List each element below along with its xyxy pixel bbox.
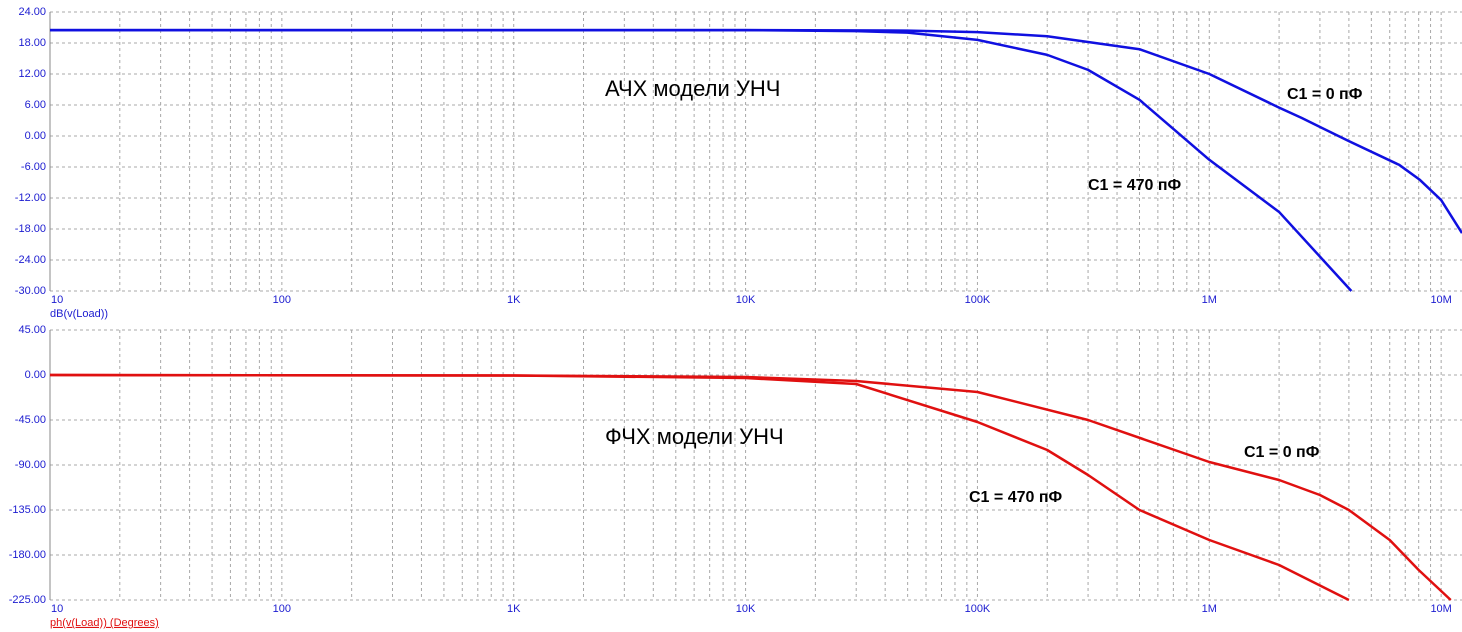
- series-line: [50, 28, 1462, 234]
- x-tick-label: 10: [51, 294, 63, 306]
- series-label: C1 = 0 пФ: [1287, 86, 1363, 103]
- chart-title: ФЧХ модели УНЧ: [605, 424, 784, 449]
- x-tick-label: 100: [273, 603, 291, 615]
- series-label: C1 = 470 пФ: [1088, 177, 1181, 194]
- y-tick-label: -6.00: [21, 161, 46, 173]
- series-label: C1 = 470 пФ: [969, 489, 1062, 506]
- x-tick-label: 100K: [965, 294, 991, 306]
- y-tick-label: 24.00: [18, 6, 46, 18]
- series-line: [50, 28, 1353, 292]
- y-tick-label: -90.00: [15, 459, 46, 471]
- y-tick-label: 12.00: [18, 68, 46, 80]
- series-label: C1 = 0 пФ: [1244, 444, 1320, 461]
- series-line: [49, 373, 1452, 601]
- x-tick-label: 1K: [507, 294, 521, 306]
- y-tick-label: -30.00: [15, 285, 46, 297]
- x-tick-label: 10M: [1430, 603, 1451, 615]
- x-tick-label: 10K: [736, 294, 756, 306]
- x-tick-label: 10K: [736, 603, 756, 615]
- y-tick-label: -24.00: [15, 254, 46, 266]
- y-tick-label: -225.00: [9, 594, 46, 606]
- series-line: [49, 373, 1350, 602]
- y-axis-label: ph(v(Load)) (Degrees): [50, 617, 159, 629]
- x-tick-label: 100: [273, 294, 291, 306]
- y-tick-label: -18.00: [15, 223, 46, 235]
- x-tick-label: 100K: [965, 603, 991, 615]
- chart-title: АЧХ модели УНЧ: [605, 76, 780, 101]
- x-tick-label: 10: [51, 603, 63, 615]
- y-tick-label: -180.00: [9, 549, 46, 561]
- y-tick-label: 0.00: [25, 369, 46, 381]
- x-tick-label: 1K: [507, 603, 521, 615]
- x-tick-label: 1M: [1202, 294, 1217, 306]
- y-axis-label: dB(v(Load)): [50, 308, 108, 320]
- y-tick-label: 18.00: [18, 37, 46, 49]
- y-tick-label: -45.00: [15, 414, 46, 426]
- y-tick-label: -12.00: [15, 192, 46, 204]
- y-tick-label: 0.00: [25, 130, 46, 142]
- x-tick-label: 1M: [1202, 603, 1217, 615]
- x-tick-label: 10M: [1430, 294, 1451, 306]
- y-tick-label: -135.00: [9, 504, 46, 516]
- y-tick-label: 6.00: [25, 99, 46, 111]
- y-tick-label: 45.00: [18, 324, 46, 336]
